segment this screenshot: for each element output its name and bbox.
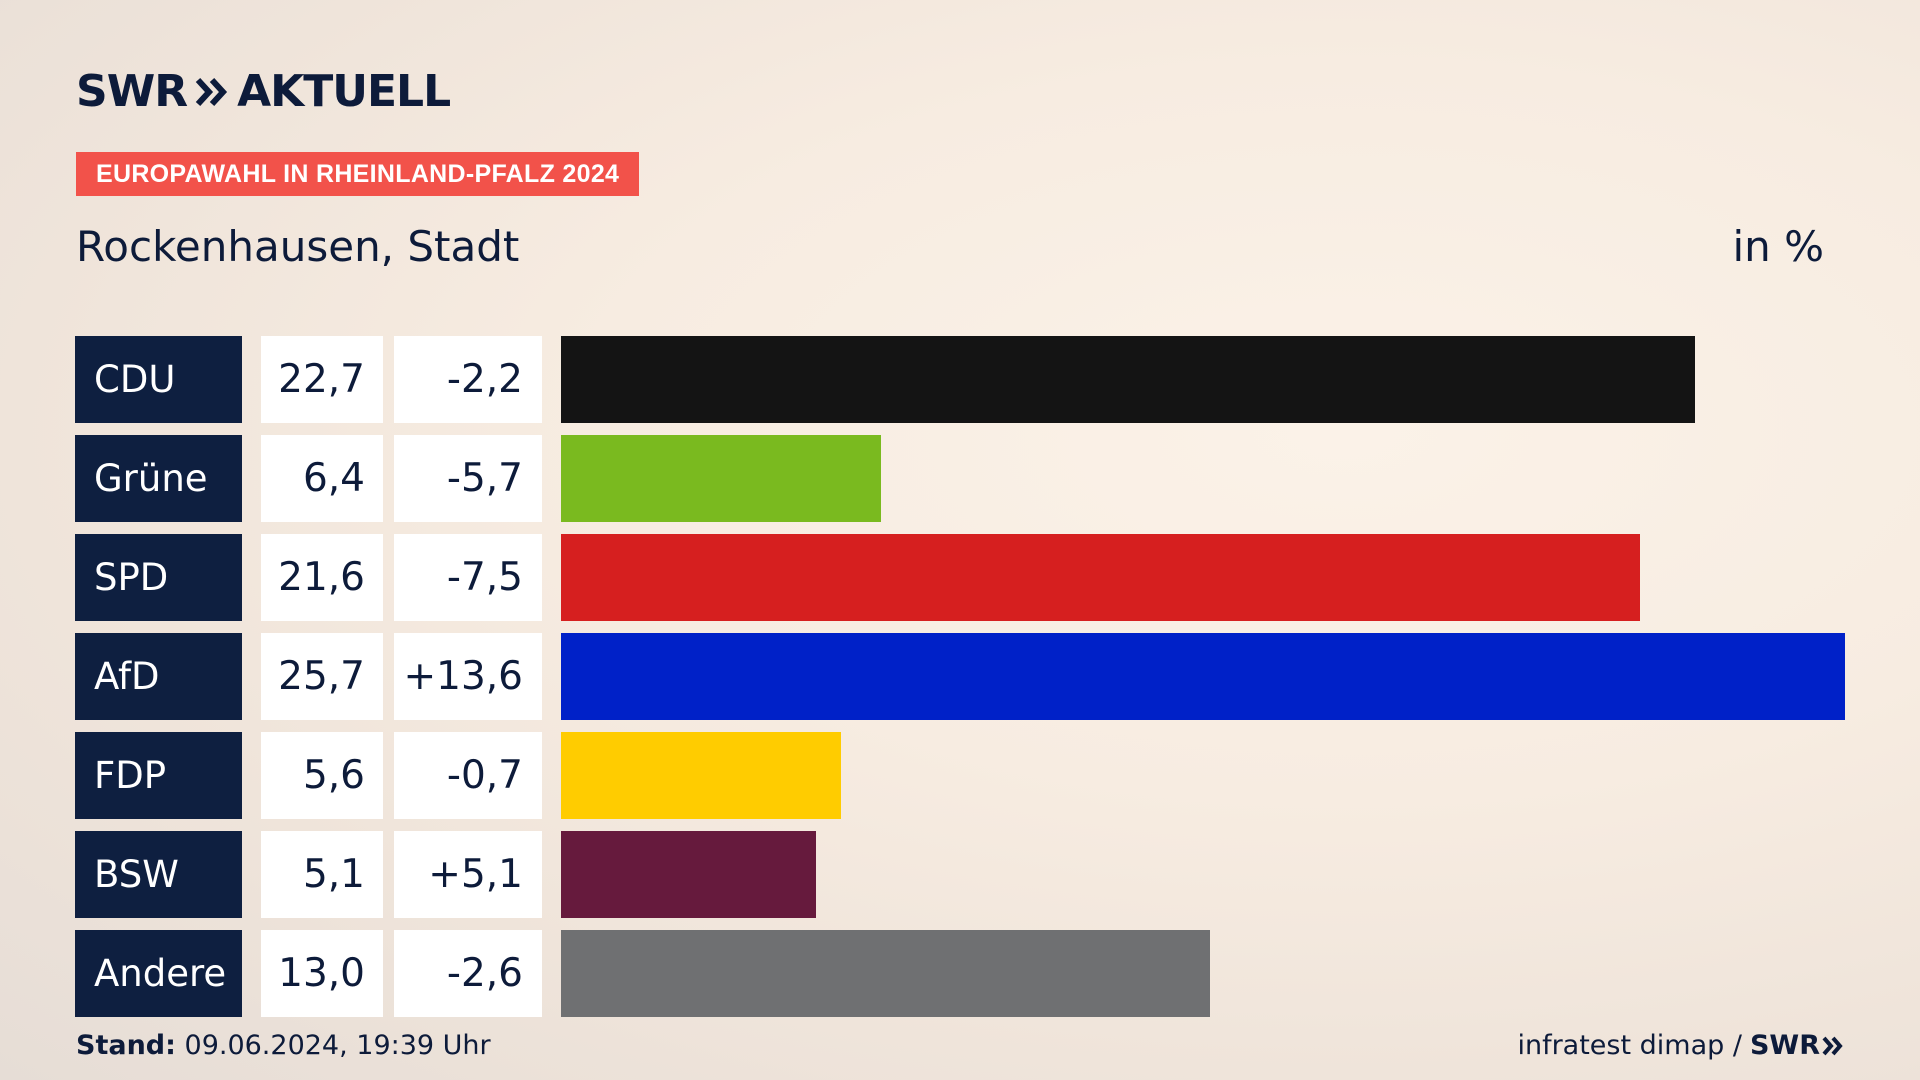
logo-aktuell: AKTUELL <box>237 66 451 117</box>
election-badge: EUROPAWAHL IN RHEINLAND-PFALZ 2024 <box>76 152 640 196</box>
result-bar <box>561 435 881 522</box>
party-label: SPD <box>75 534 242 621</box>
result-row: CDU 22,7 -2,2 <box>75 336 1855 423</box>
result-row: AfD 25,7 +13,6 <box>75 633 1855 720</box>
party-label: AfD <box>75 633 242 720</box>
vote-share-value: 6,4 <box>261 435 383 522</box>
vote-share-value: 25,7 <box>261 633 383 720</box>
result-row: Grüne 6,4 -5,7 <box>75 435 1855 522</box>
change-value: -2,2 <box>394 336 542 423</box>
vote-share-value: 5,1 <box>261 831 383 918</box>
source-credit: infratest dimap / SWR <box>1517 1030 1844 1061</box>
result-bar <box>561 633 1845 720</box>
unit-label: in % <box>1732 222 1824 271</box>
result-row: BSW 5,1 +5,1 <box>75 831 1855 918</box>
change-value: -5,7 <box>394 435 542 522</box>
double-chevron-small-icon <box>1822 1036 1843 1055</box>
result-bar <box>561 930 1211 1017</box>
change-value: +5,1 <box>394 831 542 918</box>
result-bar <box>561 534 1641 621</box>
vote-share-value: 22,7 <box>261 336 383 423</box>
swr-aktuell-logo: SWR AKTUELL <box>76 66 451 117</box>
vote-share-value: 21,6 <box>261 534 383 621</box>
party-label: CDU <box>75 336 242 423</box>
result-bar <box>561 831 816 918</box>
result-row: FDP 5,6 -0,7 <box>75 732 1855 819</box>
party-label: FDP <box>75 732 242 819</box>
party-label: Grüne <box>75 435 242 522</box>
change-value: -0,7 <box>394 732 542 819</box>
stand-label: Stand: <box>76 1030 176 1061</box>
result-bar <box>561 732 841 819</box>
change-value: -2,6 <box>394 930 542 1017</box>
change-value: -7,5 <box>394 534 542 621</box>
party-label: BSW <box>75 831 242 918</box>
vote-share-value: 5,6 <box>261 732 383 819</box>
source-text: infratest dimap / <box>1517 1030 1742 1061</box>
swr-small-logo: SWR <box>1750 1030 1844 1061</box>
swr-small-logo-text: SWR <box>1749 1030 1820 1061</box>
timestamp: Stand: 09.06.2024, 19:39 Uhr <box>76 1030 491 1061</box>
stand-value: 09.06.2024, 19:39 Uhr <box>184 1030 491 1061</box>
party-label: Andere <box>75 930 242 1017</box>
vote-share-value: 13,0 <box>261 930 383 1017</box>
chart-title: Rockenhausen, Stadt <box>76 222 520 271</box>
logo-swr: SWR <box>76 66 188 117</box>
change-value: +13,6 <box>394 633 542 720</box>
double-chevron-icon <box>195 77 229 107</box>
result-row: SPD 21,6 -7,5 <box>75 534 1855 621</box>
result-row: Andere 13,0 -2,6 <box>75 930 1855 1017</box>
result-bar <box>561 336 1696 423</box>
